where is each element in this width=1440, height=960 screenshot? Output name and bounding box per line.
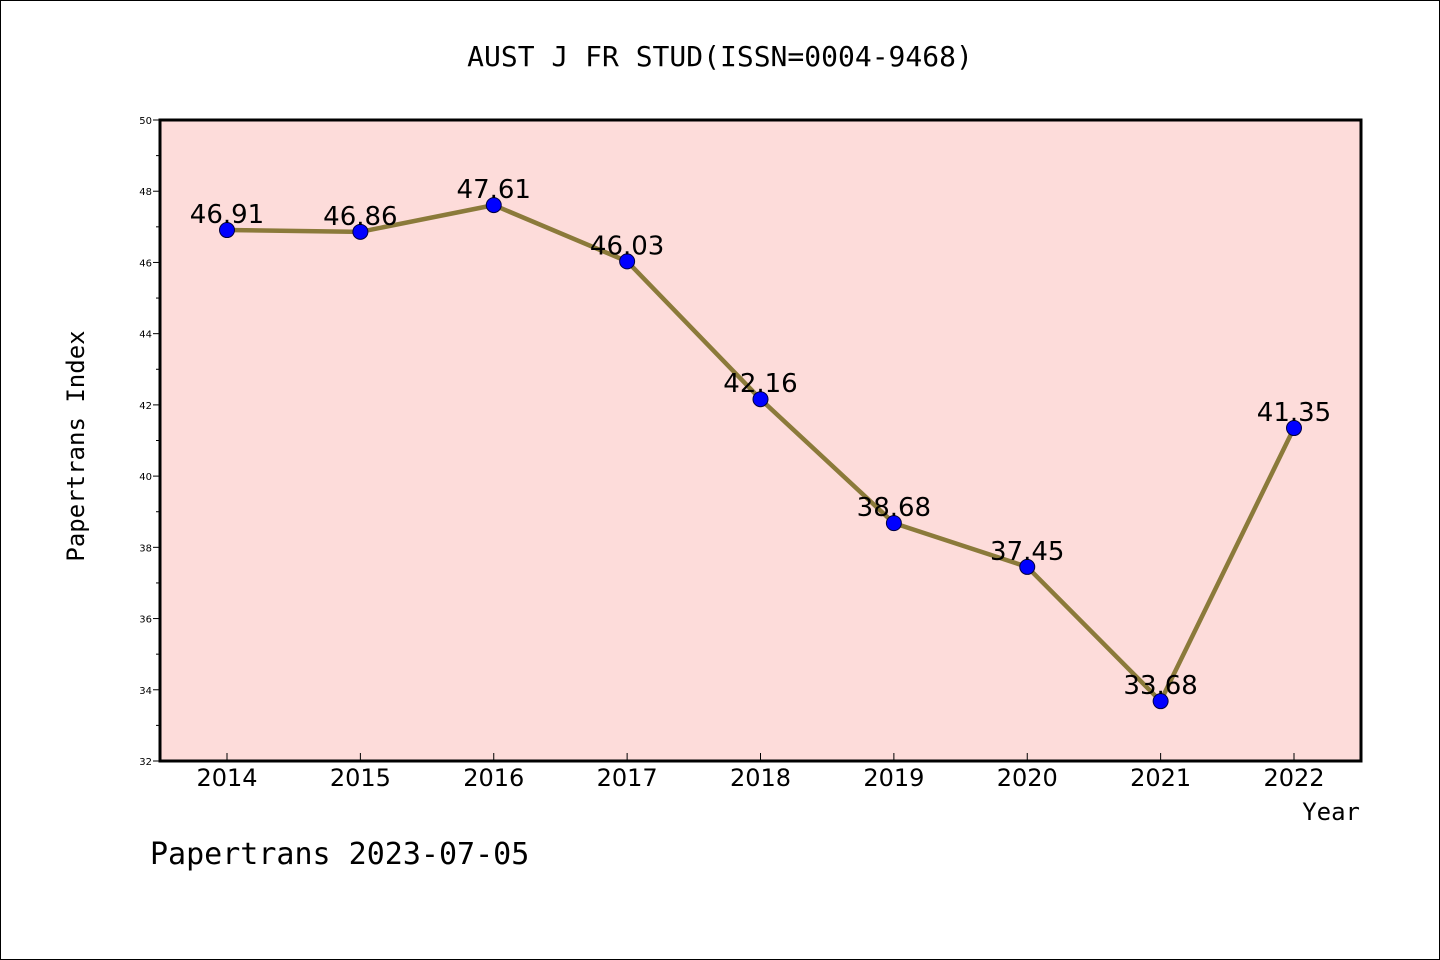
y-tick-label: 42 — [139, 401, 152, 412]
data-label-2021: 33.68 — [1123, 671, 1197, 701]
data-label-2018: 42.16 — [723, 369, 797, 399]
x-tick-label: 2016 — [463, 764, 524, 792]
y-tick-label: 46 — [139, 258, 152, 269]
data-label-2014: 46.91 — [190, 200, 264, 230]
y-axis-label: Papertrans Index — [62, 330, 90, 561]
data-label-2019: 38.68 — [857, 493, 931, 523]
y-tick-label: 36 — [139, 615, 152, 626]
x-tick-label: 2015 — [330, 764, 391, 792]
data-label-2016: 47.61 — [457, 175, 531, 205]
chart-title: AUST J FR STUD(ISSN=0004-9468) — [467, 40, 973, 73]
data-labels: 46.91 46.86 47.61 46.03 42.16 38.68 37.45 33.68… — [190, 175, 1331, 701]
data-label-2020: 37.45 — [990, 537, 1064, 567]
x-tick-label: 2020 — [997, 764, 1058, 792]
data-point-2018 — [752, 391, 769, 408]
data-label-2015: 46.86 — [323, 202, 397, 232]
y-tick-label: 40 — [139, 472, 152, 483]
x-axis-ticks: 2014 2015 2016 2017 2018 2019 2020 2021 2022 — [196, 753, 1325, 792]
data-point-2017 — [619, 253, 636, 270]
x-tick-label: 2021 — [1130, 764, 1191, 792]
data-points — [219, 197, 1302, 710]
x-tick-label: 2022 — [1263, 764, 1324, 792]
x-tick-label: 2019 — [863, 764, 924, 792]
data-point-2020 — [1019, 558, 1036, 575]
data-label-2022: 41.35 — [1257, 398, 1331, 428]
x-tick-label: 2014 — [196, 764, 257, 792]
data-point-2014 — [219, 222, 235, 239]
y-tick-label: 32 — [139, 757, 152, 768]
data-point-2016 — [485, 197, 502, 214]
y-tick-label: 48 — [139, 187, 152, 198]
data-label-2017: 46.03 — [590, 231, 664, 261]
data-point-2021 — [1152, 693, 1169, 710]
y-tick-label: 50 — [139, 116, 152, 127]
x-tick-label: 2017 — [597, 764, 658, 792]
y-tick-label: 38 — [139, 543, 152, 554]
y-tick-label: 34 — [139, 686, 152, 697]
x-tick-label: 2018 — [730, 764, 791, 792]
data-point-2015 — [352, 223, 369, 240]
y-axis-ticks: 32 34 36 38 40 42 44 46 48 50 — [139, 116, 160, 768]
y-tick-label: 44 — [139, 330, 152, 341]
footer-credit: Papertrans 2023-07-05 — [150, 837, 529, 872]
data-point-2019 — [885, 515, 902, 532]
x-axis-label: Year — [1302, 798, 1360, 826]
data-point-2022 — [1286, 420, 1302, 437]
